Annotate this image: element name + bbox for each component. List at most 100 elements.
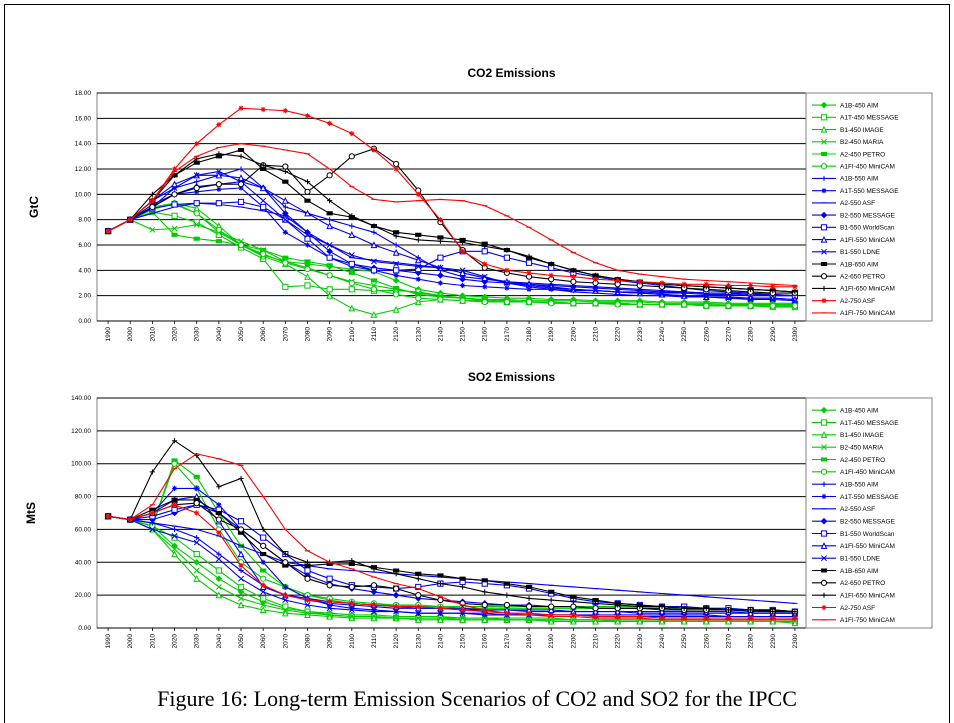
data-point — [393, 166, 399, 172]
chart-1: SO2 Emissions MtS 0.00 20.00 40.00 60.00 80.00… — [24, 370, 933, 649]
legend-marker — [821, 493, 827, 500]
data-point — [703, 605, 709, 611]
data-point — [260, 575, 267, 582]
legend-label: B1-450 IMAGE — [840, 127, 884, 134]
x-tick-label: 2030 — [194, 634, 201, 649]
x-tick-label: 2040 — [216, 327, 223, 342]
x-tick-label: 2170 — [504, 634, 511, 649]
x-tick-label: 2300 — [792, 327, 799, 342]
x-tick-label: 2220 — [615, 634, 622, 649]
data-point — [393, 604, 399, 610]
x-tick-label: 2140 — [437, 327, 444, 342]
legend-entry: B1-550 LDNE — [812, 555, 881, 562]
data-point — [238, 562, 244, 569]
data-point — [171, 180, 178, 188]
data-point — [216, 484, 222, 490]
data-point — [260, 526, 266, 533]
series-a1fi-750-minicam — [105, 453, 798, 621]
data-point — [216, 551, 222, 557]
data-point — [415, 265, 422, 273]
data-point — [326, 272, 333, 279]
data-point — [216, 151, 222, 157]
legend-entry: B1-550 WorldScan — [812, 224, 895, 232]
data-point — [437, 264, 444, 271]
data-point — [725, 615, 732, 621]
data-point — [459, 584, 466, 590]
data-point — [171, 172, 178, 178]
legend-label: A1FI-650 MiniCAM — [840, 592, 895, 599]
data-point — [636, 301, 643, 308]
data-point — [171, 225, 178, 232]
data-point — [215, 171, 223, 179]
data-point — [725, 302, 732, 309]
data-point — [548, 616, 555, 623]
data-point — [304, 567, 311, 574]
data-point — [459, 269, 466, 276]
data-point — [215, 200, 222, 207]
data-point — [215, 556, 222, 562]
legend-entry: A1B-450 AIM — [812, 101, 878, 109]
series-line — [108, 496, 795, 614]
legend-entry: A2-750 ASF — [812, 298, 875, 305]
x-tick-label: 2170 — [504, 327, 511, 342]
data-point — [437, 610, 444, 617]
x-tick-label: 2000 — [127, 327, 134, 342]
data-point — [260, 162, 266, 168]
data-point — [659, 615, 665, 621]
data-point — [282, 210, 289, 217]
data-point — [237, 526, 245, 533]
legend-entry: A1T-450 MESSAGE — [812, 114, 899, 122]
series-line — [108, 504, 795, 613]
data-point — [171, 166, 178, 172]
data-point — [548, 603, 555, 610]
data-point — [237, 174, 245, 181]
x-tick-label: 2140 — [437, 634, 444, 649]
data-point — [348, 153, 355, 160]
legend-label: A1FI-450 MiniCAM — [840, 469, 895, 476]
x-tick-label: 2240 — [659, 634, 666, 649]
series-line — [108, 504, 795, 619]
data-point — [171, 191, 178, 198]
legend-marker — [821, 248, 827, 255]
data-point — [371, 223, 377, 229]
data-point — [437, 605, 444, 611]
data-point — [215, 591, 223, 599]
data-point — [327, 198, 333, 204]
data-point — [348, 279, 355, 287]
x-tick-label: 2280 — [748, 327, 755, 342]
data-point — [215, 181, 222, 188]
data-point — [526, 616, 533, 623]
legend-label: B1-550 LDNE — [840, 249, 881, 256]
data-point — [725, 607, 732, 613]
y-tick-label: 20.00 — [75, 592, 92, 599]
x-tick-label: 2020 — [172, 634, 179, 649]
legend-label: B1-450 IMAGE — [840, 432, 884, 439]
data-point — [415, 592, 422, 599]
x-tick-label: 2080 — [304, 327, 311, 342]
data-point — [260, 588, 267, 595]
data-point — [614, 288, 621, 295]
data-point — [171, 526, 178, 533]
data-point — [238, 575, 244, 582]
data-point — [282, 606, 289, 613]
x-tick-label: 2130 — [415, 327, 422, 342]
data-point — [149, 526, 156, 533]
series-line — [107, 143, 795, 287]
legend-marker — [820, 457, 828, 462]
x-tick-label: 2250 — [681, 634, 688, 649]
data-point — [437, 272, 444, 279]
legend-marker — [820, 235, 828, 243]
x-tick-label: 2250 — [681, 327, 688, 342]
data-point — [792, 284, 798, 290]
data-point — [171, 185, 178, 191]
legend-marker — [821, 604, 827, 611]
data-point — [215, 583, 222, 590]
data-point — [193, 184, 200, 192]
data-point — [570, 612, 576, 618]
data-point — [171, 460, 178, 467]
x-tick-label: 1990 — [105, 327, 112, 342]
data-point — [482, 612, 488, 618]
data-point — [193, 236, 200, 241]
legend-marker — [820, 151, 828, 157]
